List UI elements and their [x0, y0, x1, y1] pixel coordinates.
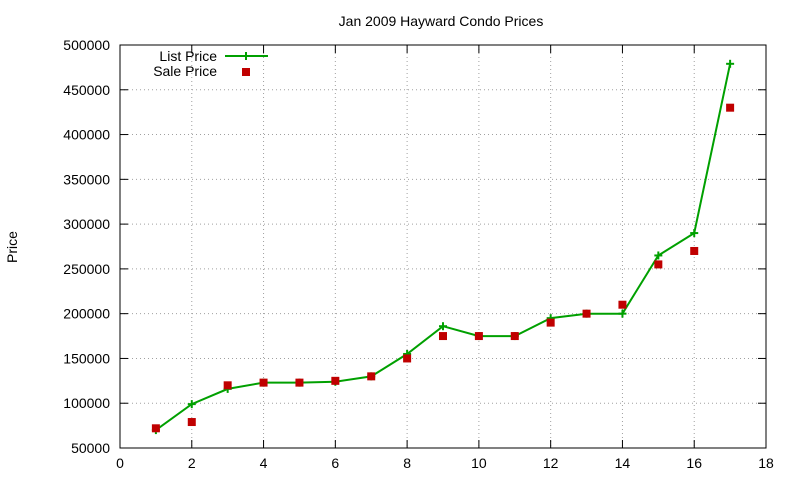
list-price-point: [654, 251, 663, 260]
sale-price-point: [223, 381, 232, 390]
list-price-point: [618, 309, 627, 318]
y-tick-label: 300000: [63, 216, 110, 232]
x-tick-label: 6: [331, 455, 339, 471]
x-tick-label: 0: [116, 455, 124, 471]
x-tick-label: 8: [403, 455, 411, 471]
legend-label-sale-price: Sale Price: [153, 63, 217, 79]
sale-price-point: [726, 103, 735, 112]
y-tick-label: 350000: [63, 171, 110, 187]
y-tick-label: 50000: [71, 440, 110, 456]
sale-price-point: [582, 309, 591, 318]
tick-labels: 50000 100000 150000 200000 250000 300000 35000…: [63, 37, 774, 471]
x-tick-label: 10: [471, 455, 487, 471]
sale-price-point: [331, 376, 340, 385]
x-tick-label: 12: [543, 455, 559, 471]
legend-swatch-sale-price: [242, 68, 250, 76]
list-price-point: [690, 229, 699, 238]
x-tick-label: 4: [260, 455, 268, 471]
legend: List Price Sale Price: [153, 48, 268, 79]
x-tick-label: 18: [758, 455, 774, 471]
sale-price-point: [654, 260, 663, 269]
series: [151, 59, 735, 435]
sale-price-point: [151, 424, 160, 433]
y-tick-label: 100000: [63, 395, 110, 411]
legend-label-list-price: List Price: [159, 48, 217, 64]
y-tick-label: 500000: [63, 37, 110, 53]
x-tick-label: 14: [615, 455, 631, 471]
sale-price-point: [546, 318, 555, 327]
y-tick-label: 250000: [63, 261, 110, 277]
y-tick-label: 450000: [63, 82, 110, 98]
x-tick-label: 16: [686, 455, 702, 471]
list-price-point: [439, 322, 447, 331]
sale-price-point: [439, 332, 447, 341]
y-tick-label: 200000: [63, 306, 110, 322]
sale-price-point: [618, 300, 627, 309]
list-price-point: [187, 400, 196, 409]
plot-frame: [119, 44, 767, 449]
y-tick-label: 400000: [63, 127, 110, 143]
sale-price-point: [367, 372, 376, 381]
series-line-list-price: [155, 63, 732, 431]
sale-price-point: [403, 354, 412, 363]
sale-price-point: [474, 332, 483, 341]
sale-price-point: [187, 418, 196, 427]
y-axis-label: Price: [4, 231, 20, 263]
x-tick-label: 2: [188, 455, 196, 471]
sale-price-point: [510, 332, 519, 341]
y-tick-label: 150000: [63, 350, 110, 366]
list-price-point: [726, 59, 735, 68]
sale-price-point: [259, 378, 268, 387]
grid: [120, 45, 766, 448]
sale-price-point: [295, 378, 304, 387]
chart-title: Jan 2009 Hayward Condo Prices: [339, 13, 544, 29]
legend-marker-list-price: [242, 52, 250, 60]
sale-price-point: [690, 246, 699, 255]
